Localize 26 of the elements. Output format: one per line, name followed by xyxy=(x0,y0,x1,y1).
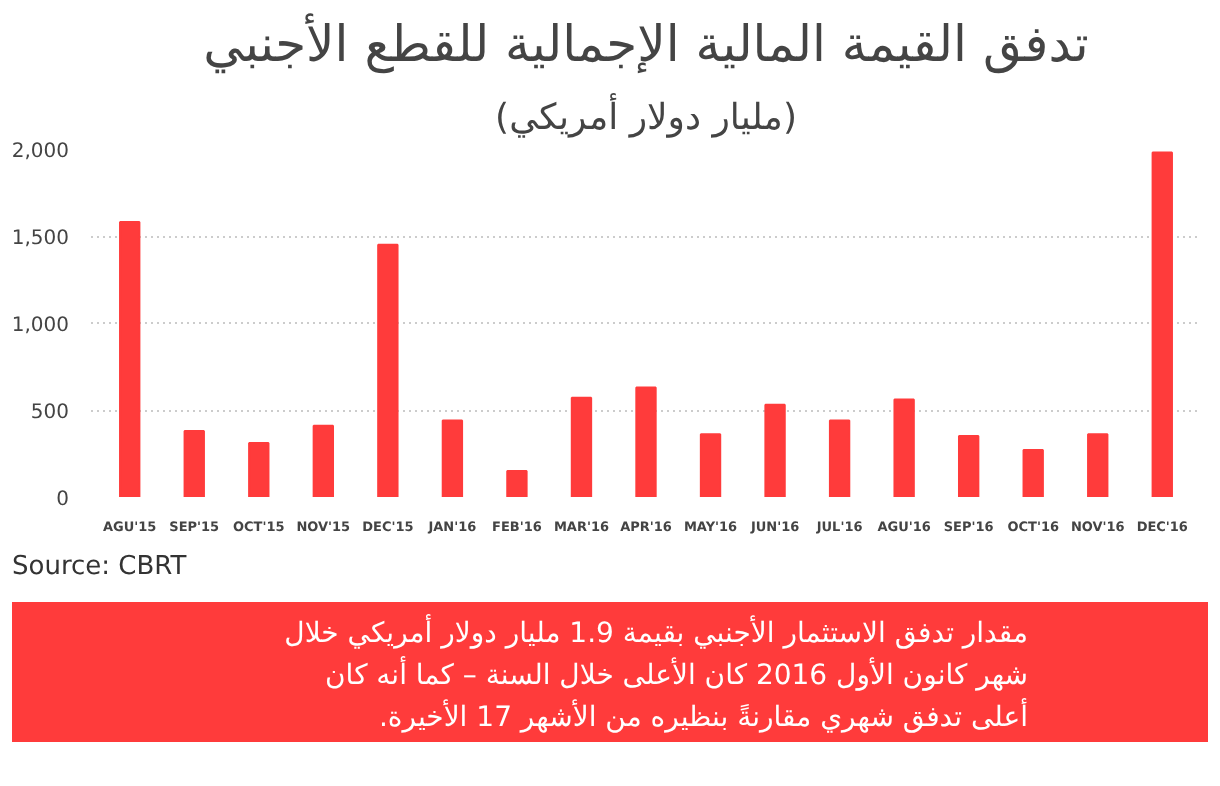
bar xyxy=(183,429,205,497)
bar xyxy=(1087,433,1109,497)
y-tick-label: 1,500 xyxy=(11,228,70,250)
bar xyxy=(119,221,141,497)
y-tick-label: 2,000 xyxy=(11,141,70,163)
bar xyxy=(1151,151,1173,497)
bar xyxy=(248,442,270,497)
y-tick-label: 1,000 xyxy=(11,315,70,337)
bar xyxy=(1022,449,1044,497)
y-tick-label: 500 xyxy=(30,402,70,424)
chart-title: تدفق القيمة المالية الإجمالية للقطع الأجنبي xyxy=(203,13,1089,75)
y-tick-label: 0 xyxy=(56,489,70,511)
chart-subtitle: (مليار دولار أمريكي) xyxy=(495,93,797,139)
bar xyxy=(377,243,399,497)
bar xyxy=(441,419,464,497)
bar xyxy=(699,433,722,497)
bar xyxy=(957,435,980,497)
source-note: Source: CBRT xyxy=(12,550,187,586)
bar xyxy=(893,398,915,497)
bar xyxy=(764,403,786,497)
text: مقدار تدفق الاستثمار الأجنبي بقيمة 1.9 مليار دولار أمريكي خلال شهر كانون الأول 2016 كان الأعلى خلال السنة – كما أنه كان أعلى تدفق شهري مقارنةً بنظيره من الأشهر 17 الأخيرة. xyxy=(282,614,1028,738)
bar xyxy=(828,419,851,497)
bar xyxy=(506,469,528,497)
bar xyxy=(635,386,657,497)
bar xyxy=(570,396,593,497)
bar xyxy=(312,424,335,497)
